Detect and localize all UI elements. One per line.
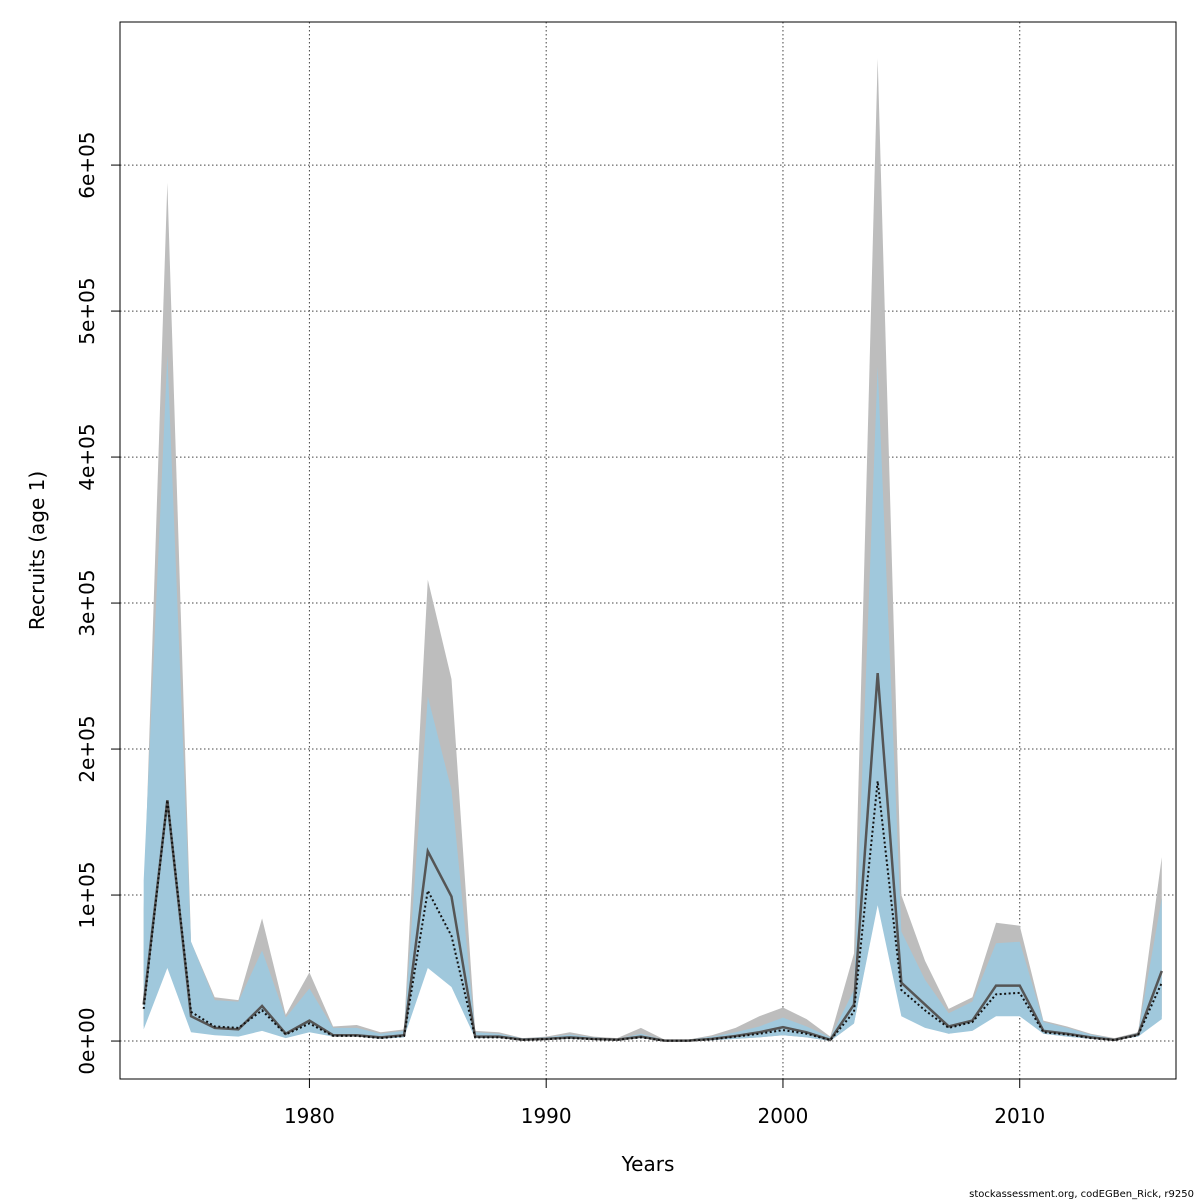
x-axis-ticks: 1980 1990 2000 2010	[284, 1079, 1045, 1128]
plot-frame	[119, 21, 1177, 1080]
x-tick-label: 1990	[521, 1104, 572, 1128]
series-lines	[142, 673, 1163, 1042]
footer-credit: stockassessment.org, codEGBen_Rick, r925…	[969, 1189, 1194, 1200]
dotted-line	[142, 781, 1163, 1042]
y-axis-ticks: 0e+00 1e+05 2e+05 3e+05 4e+05 5e+05 6e+05	[75, 131, 120, 1075]
x-tick-label: 2000	[758, 1104, 809, 1128]
grid-lines	[120, 22, 1176, 1079]
y-tick-label: 5e+05	[75, 277, 99, 344]
y-tick-label: 6e+05	[75, 131, 99, 198]
y-tick-label: 3e+05	[75, 569, 99, 636]
x-tick-label: 2010	[994, 1104, 1045, 1128]
confidence-bands	[143, 58, 1162, 1042]
gray-band	[143, 58, 1162, 1042]
x-tick-label: 1980	[284, 1104, 335, 1128]
y-tick-label: 0e+00	[75, 1007, 99, 1074]
base-line	[142, 673, 1163, 1042]
y-tick-label: 2e+05	[75, 715, 99, 782]
y-tick-label: 1e+05	[75, 861, 99, 928]
y-tick-label: 4e+05	[75, 423, 99, 490]
x-axis-title: Years	[621, 1152, 675, 1176]
y-axis-title: Recruits (age 1)	[25, 471, 49, 630]
